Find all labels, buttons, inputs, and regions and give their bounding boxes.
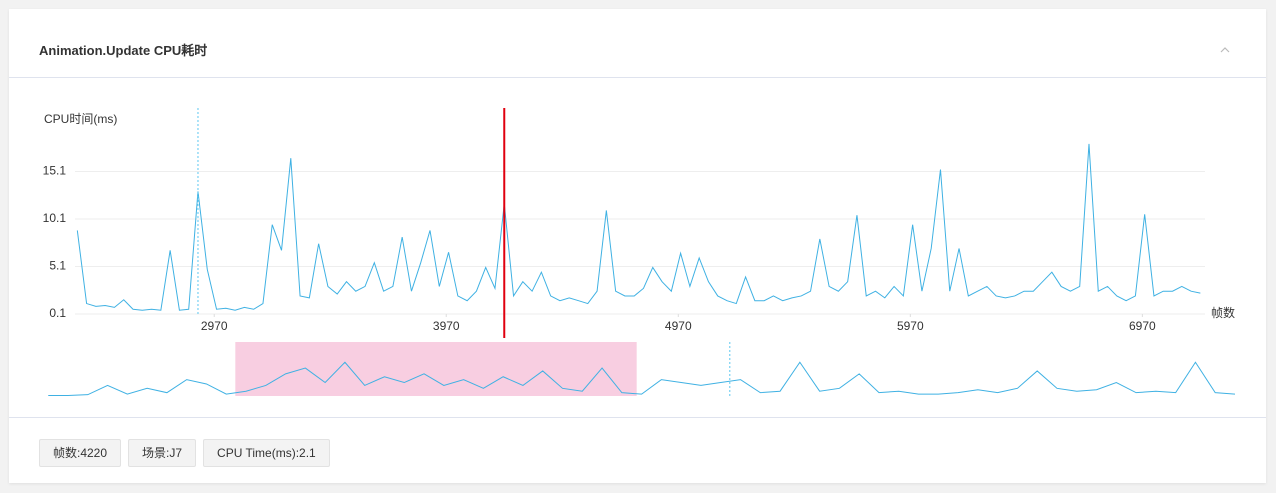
panel-title: Animation.Update CPU耗时 <box>39 43 208 58</box>
tag: CPU Time(ms):2.1 <box>203 439 330 467</box>
tag: 场景:J7 <box>128 439 197 467</box>
x-axis-label: 帧数 <box>1211 305 1235 320</box>
data-line <box>76 143 1201 311</box>
x-tick-label: 3970 <box>433 319 460 333</box>
data-line <box>48 361 1236 397</box>
x-tick-label: 2970 <box>201 319 228 333</box>
collapse-icon[interactable] <box>1219 45 1231 55</box>
x-tick-label: 6970 <box>1129 319 1156 333</box>
panel-header: Animation.Update CPU耗时 <box>9 9 1266 78</box>
x-tick-label: 5970 <box>897 319 924 333</box>
panel-footer: 帧数:4220 场景:J7 CPU Time(ms):2.1 <box>9 417 1266 484</box>
tag: 帧数:4220 <box>39 439 122 467</box>
y-tick-label: 5.1 <box>49 259 66 273</box>
y-tick-label: 10.1 <box>43 211 67 225</box>
tag-list: 帧数:4220 场景:J7 CPU Time(ms):2.1 <box>39 439 330 467</box>
panel: Animation.Update CPU耗时 帧数:4220 场景:J7 CPU… <box>9 9 1266 483</box>
y-axis-label: CPU时间(ms) <box>44 112 117 126</box>
y-tick-label: 15.1 <box>43 164 67 178</box>
x-tick-label: 4970 <box>665 319 692 333</box>
y-tick-label: 0.1 <box>49 306 66 320</box>
brush <box>235 342 637 396</box>
chart: 0.1 5.1 10.1 15.1 2970 3970 4970 5970 6970 CPU时间(… <box>43 108 1236 397</box>
